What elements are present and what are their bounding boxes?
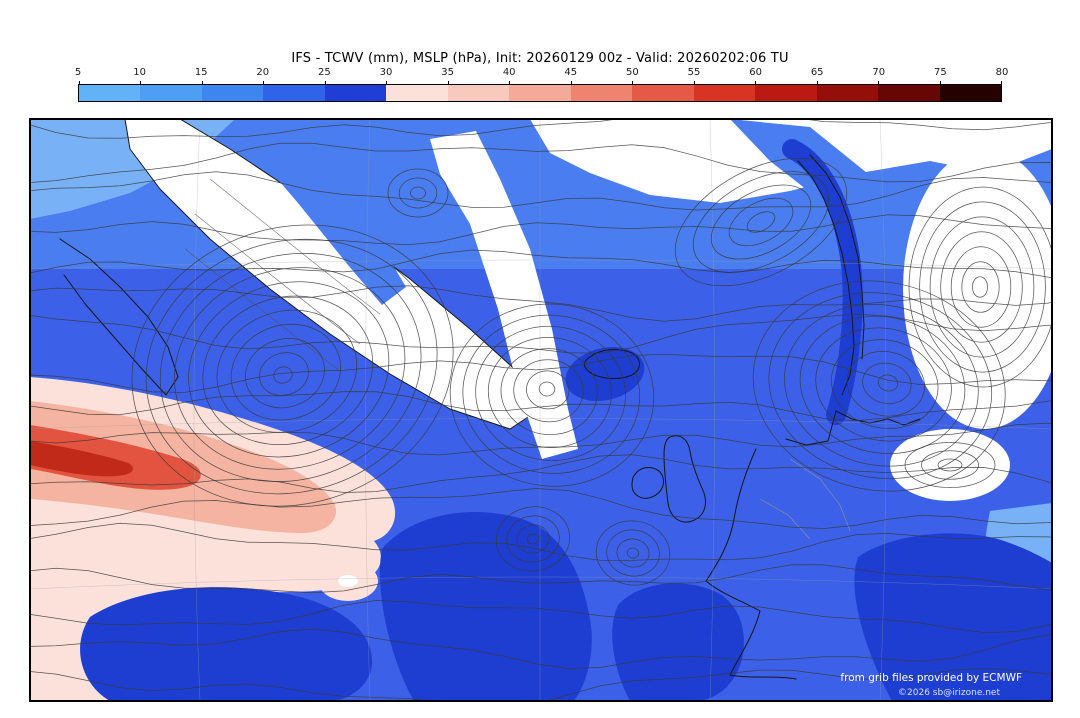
colorbar: 5 10 15 20 25 30 35 40 45 50 55 60 65 70 75 80 — [74, 67, 1009, 107]
colorbar-tick-label: 30 — [379, 67, 393, 78]
map-area: from grib files provided by ECMWF ©2026 … — [29, 118, 1053, 702]
colorbar-tick-mark — [816, 81, 818, 85]
weather-map-svg — [30, 119, 1052, 701]
colorbar-segment — [79, 85, 141, 101]
colorbar-tick-label: 55 — [687, 67, 701, 78]
colorbar-tick-label: 10 — [133, 67, 146, 78]
colorbar-tick-mark — [263, 81, 265, 85]
colorbar-gradient — [78, 81, 1002, 102]
colorbar-segment — [878, 85, 940, 101]
colorbar-tick-label: 20 — [256, 67, 270, 78]
colorbar-tick-label: 40 — [502, 67, 516, 78]
colorbar-tick-label: 5 — [74, 67, 82, 78]
colorbar-segment — [755, 85, 817, 101]
tcwv-fill-layer — [30, 119, 1052, 701]
colorbar-tick-label: 50 — [626, 67, 639, 78]
colorbar-tick-mark — [140, 81, 142, 85]
colorbar-tick-mark — [201, 81, 203, 85]
colorbar-tick-mark — [79, 81, 80, 85]
colorbar-tick-label: 80 — [995, 67, 1009, 78]
colorbar-tick-label: 25 — [318, 67, 331, 78]
colorbar-segment — [570, 85, 633, 101]
colorbar-tick-label: 35 — [441, 67, 454, 78]
colorbar-tick-mark — [386, 81, 388, 85]
colorbar-tick-mark — [1001, 81, 1002, 85]
colorbar-segment — [632, 85, 694, 101]
colorbar-segment — [140, 85, 202, 101]
colorbar-segment — [693, 85, 756, 101]
colorbar-tick-mark — [632, 81, 634, 85]
colorbar-tick-labels: 5 10 15 20 25 30 35 40 45 50 55 60 65 70 75 80 — [74, 67, 1009, 80]
colorbar-tick-label: 15 — [194, 67, 208, 78]
colorbar-tick-label: 45 — [564, 67, 578, 78]
colorbar-tick-mark — [693, 81, 695, 85]
colorbar-tick-mark — [878, 81, 880, 85]
colorbar-tick-label: 65 — [810, 67, 824, 78]
colorbar-segment — [447, 85, 510, 101]
colorbar-tick-mark — [570, 81, 572, 85]
colorbar-tick-mark — [509, 81, 511, 85]
colorbar-segment — [509, 85, 571, 101]
colorbar-segment — [324, 85, 387, 101]
chart-title: IFS - TCWV (mm), MSLP (hPa), Init: 20260… — [291, 51, 789, 66]
colorbar-tick-label: 60 — [749, 67, 762, 78]
map-border — [30, 119, 1052, 701]
colorbar-segment — [263, 85, 325, 101]
colorbar-segment — [201, 85, 264, 101]
colorbar-segment — [939, 85, 1002, 101]
colorbar-segment — [386, 85, 448, 101]
colorbar-segment — [816, 85, 879, 101]
colorbar-tick-mark — [447, 81, 449, 85]
colorbar-tick-label: 70 — [872, 67, 886, 78]
colorbar-tick-mark — [324, 81, 326, 85]
credit-copyright: ©2026 sb@irizone.net — [898, 688, 1000, 698]
colorbar-tick-label: 75 — [934, 67, 947, 78]
mslp-contour-layer — [30, 119, 1052, 701]
credit-ecmwf: from grib files provided by ECMWF — [840, 672, 1022, 684]
colorbar-tick-mark — [939, 81, 941, 85]
colorbar-tick-mark — [755, 81, 757, 85]
